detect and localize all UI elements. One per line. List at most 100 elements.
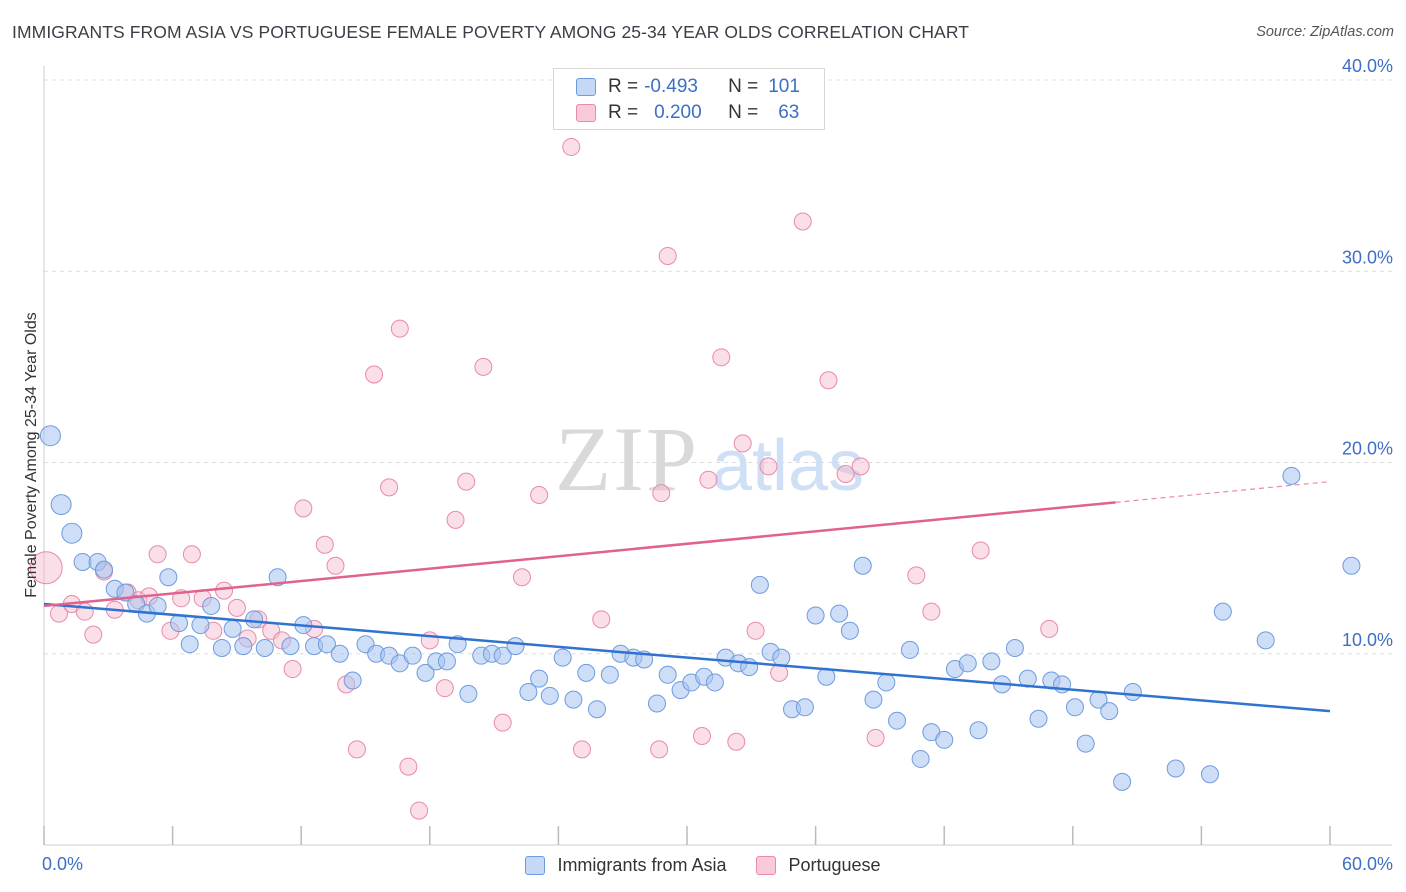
x-tick-label: 60.0% <box>1342 854 1393 874</box>
asia-point <box>647 694 666 713</box>
portuguese-point <box>819 371 838 390</box>
y-axis-label: Female Poverty Among 25-34 Year Olds <box>23 312 40 598</box>
legend-swatch-portuguese <box>756 855 777 875</box>
asia-point <box>1029 709 1048 728</box>
asia-point <box>317 635 336 654</box>
legend-r-value: 0.200 <box>654 102 702 123</box>
portuguese-point <box>84 625 103 644</box>
asia-point <box>180 635 199 654</box>
asia-point <box>935 730 954 749</box>
asia-point <box>245 610 264 629</box>
portuguese-point <box>326 556 345 575</box>
portuguese-point <box>658 246 677 265</box>
asia-point <box>1200 765 1219 784</box>
asia-point <box>1166 759 1185 778</box>
portuguese-point <box>712 348 731 367</box>
asia-point <box>159 568 178 587</box>
watermark-atlas: atlas <box>712 426 864 506</box>
portuguese-point <box>652 484 671 503</box>
legend-n-label: N = <box>728 76 759 97</box>
legend-n-value: 63 <box>778 102 800 123</box>
portuguese-point <box>746 621 765 640</box>
asia-point <box>39 425 61 447</box>
asia-point <box>795 698 814 717</box>
asia-point <box>772 648 791 667</box>
watermark: ZIP atlas <box>555 408 864 510</box>
asia-point <box>888 711 907 730</box>
asia-point <box>540 686 559 705</box>
portuguese-point <box>493 713 512 732</box>
legend-item-asia: Immigrants from Asia <box>525 855 726 876</box>
asia-point <box>806 606 825 625</box>
portuguese-point <box>294 499 313 518</box>
asia-point <box>530 669 549 688</box>
asia-point <box>437 652 456 671</box>
portuguese-point <box>390 319 409 338</box>
asia-point <box>1100 702 1119 721</box>
legend-swatch-asia <box>576 78 596 96</box>
y-tick-label: 40.0% <box>1342 56 1393 76</box>
y-tick-label: 20.0% <box>1342 439 1393 459</box>
asia-point <box>1076 734 1095 753</box>
asia-point <box>1342 556 1361 575</box>
portuguese-point <box>650 740 669 759</box>
grid-lines <box>44 79 1392 655</box>
portuguese-point <box>693 726 712 745</box>
asia-point <box>553 648 572 667</box>
asia-point <box>982 652 1001 671</box>
portuguese-point <box>562 137 581 156</box>
portuguese-point <box>971 541 990 560</box>
asia-point <box>255 639 274 658</box>
trend-lines <box>43 481 1331 713</box>
legend-n-value: 101 <box>768 76 800 97</box>
series-legend: Immigrants from Asia Portuguese <box>0 852 1406 878</box>
asia-point <box>416 663 435 682</box>
portuguese-point <box>530 486 549 505</box>
series-immigrants-from-asia <box>39 425 1361 791</box>
legend-row-portuguese: R = 0.200 N = 63 <box>576 101 799 125</box>
asia-point <box>234 637 253 656</box>
chart-title: IMMIGRANTS FROM ASIA VS PORTUGUESE FEMAL… <box>12 22 970 42</box>
portuguese-point <box>592 610 611 629</box>
legend-r-label: R = <box>608 76 639 97</box>
portuguese-point <box>182 545 201 564</box>
y-tick-label: 30.0% <box>1342 247 1393 267</box>
portuguese-point <box>922 602 941 621</box>
portuguese-point <box>315 535 334 554</box>
legend-n-label: N = <box>728 102 759 123</box>
trend-line-portuguese-extension <box>1115 481 1331 503</box>
portuguese-point <box>446 510 465 529</box>
portuguese-point <box>410 801 429 820</box>
asia-point <box>750 575 769 594</box>
asia-point <box>1123 683 1142 701</box>
portuguese-point <box>572 740 591 759</box>
asia-point <box>170 614 189 633</box>
asia-point <box>577 663 596 682</box>
portuguese-point <box>512 568 531 587</box>
y-tick-label: 10.0% <box>1342 630 1393 650</box>
asia-point <box>864 690 883 709</box>
legend-label-asia: Immigrants from Asia <box>557 854 727 875</box>
asia-point <box>1005 639 1024 658</box>
asia-point <box>61 522 83 544</box>
source-label: Source: ZipAtlas.com <box>1256 24 1394 40</box>
portuguese-point <box>283 660 302 679</box>
portuguese-point <box>457 472 476 491</box>
trend-line-asia <box>43 602 1331 713</box>
axes <box>43 66 1392 846</box>
legend-row-asia: R = -0.493 N = 101 <box>576 75 800 99</box>
portuguese-point <box>851 457 870 476</box>
asia-point <box>840 621 859 640</box>
asia-point <box>911 749 930 768</box>
legend-swatch-asia <box>525 855 546 875</box>
asia-point <box>1282 466 1301 485</box>
asia-point <box>73 552 92 571</box>
portuguese-point <box>866 728 885 747</box>
legend-label-portuguese: Portuguese <box>788 854 881 875</box>
portuguese-point <box>215 581 234 600</box>
asia-point <box>564 690 583 709</box>
portuguese-point <box>435 679 454 698</box>
asia-point <box>830 604 849 623</box>
asia-point <box>202 596 221 615</box>
